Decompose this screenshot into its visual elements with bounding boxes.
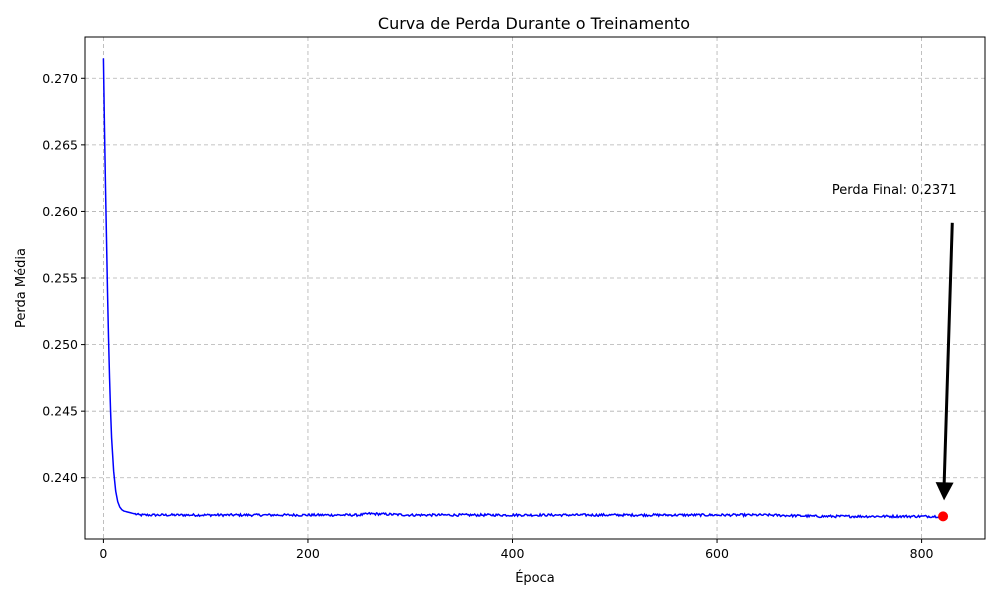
loss-series-line [102,58,944,519]
y-tick-label: 0.240 [42,470,78,485]
y-tick-label: 0.270 [42,71,78,86]
y-tick-label: 0.260 [42,204,78,219]
annotation-arrow-head [935,482,954,501]
x-tick-label: 0 [99,546,107,561]
y-tick-label: 0.245 [42,404,78,419]
x-tick-label: 400 [501,546,525,561]
x-tick-label: 200 [296,546,320,561]
grid-lines [85,37,985,539]
y-tick-label: 0.250 [42,337,78,352]
annotation-arrow-shaft [942,222,954,487]
plot-frame [84,36,986,540]
x-tick-label: 800 [910,546,934,561]
x-tick-label: 600 [705,546,729,561]
chart-title: Curva de Perda Durante o Treinamento [378,14,690,33]
axis-ticks: 0 200 400 600 800 0.240 0.245 0.250 0.255 0.260 0.… [42,71,933,561]
y-axis-label: Perda Média [14,248,29,328]
final-loss-point [938,511,949,522]
y-tick-label: 0.265 [42,137,78,152]
y-tick-label: 0.255 [42,271,78,286]
final-loss-annotation: Perda Final: 0.2371 [832,183,957,501]
x-axis-label: Época [515,570,555,586]
annotation-text: Perda Final: 0.2371 [832,183,957,198]
